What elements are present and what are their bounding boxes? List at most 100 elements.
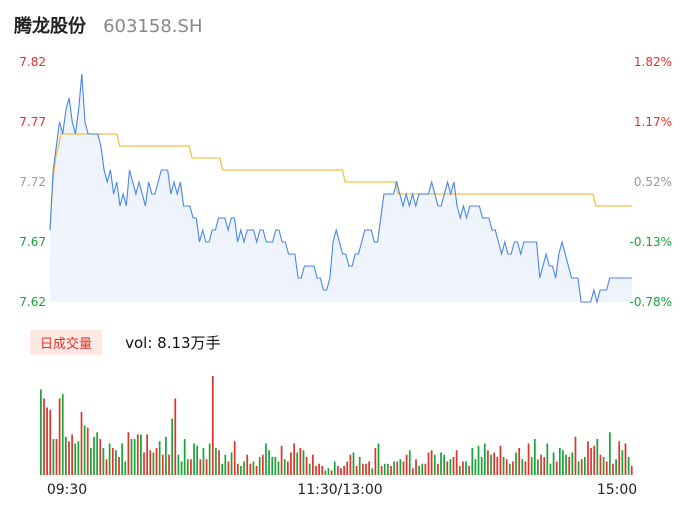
volume-bar (580, 459, 583, 475)
volume-bar (261, 454, 264, 475)
volume-bar (393, 461, 395, 475)
volume-bar (208, 443, 211, 475)
volume-bar (158, 441, 161, 475)
average-price-line (49, 133, 632, 231)
volume-bar (377, 443, 380, 475)
volume-bar (399, 459, 402, 475)
volume-bar (577, 461, 580, 475)
volume-bar (349, 454, 352, 475)
volume-bar (365, 463, 367, 475)
volume-bar (227, 461, 230, 475)
volume-bar (202, 448, 205, 475)
volume-bar (86, 427, 89, 475)
indicator-tag-button[interactable]: 日成交量 (30, 330, 103, 355)
volume-bar (540, 454, 542, 475)
volume-bar (537, 459, 539, 475)
volume-bar (140, 434, 142, 475)
stock-name: 腾龙股份 (14, 16, 86, 37)
volume-bar (302, 450, 305, 475)
volume-bar (437, 463, 439, 475)
x-tick-label: 09:30 (47, 482, 87, 498)
volume-bar (174, 398, 177, 475)
volume-bar (277, 461, 280, 475)
volume-bar (143, 452, 145, 475)
volume-bar (358, 457, 361, 475)
volume-bar (515, 452, 517, 475)
price-area-fill (50, 74, 632, 302)
volume-bar (83, 425, 86, 475)
y-tick-label-right: 0.52% (634, 175, 672, 189)
volume-bar (449, 459, 452, 475)
volume-bar (249, 463, 252, 475)
volume-bar (224, 454, 227, 475)
volume-bar (168, 454, 170, 475)
volume-bar (408, 450, 411, 475)
volume-bar (430, 450, 433, 475)
volume-bar (346, 461, 349, 475)
volume-bar (618, 441, 621, 475)
volume-bar (271, 457, 274, 475)
volume-bar (99, 439, 102, 475)
volume-bar (568, 457, 571, 475)
y-tick-label-right: -0.78% (630, 295, 672, 309)
volume-bar (340, 468, 342, 475)
volume-bar (155, 448, 158, 475)
volume-bar (368, 461, 370, 475)
volume-bar (465, 461, 467, 475)
volume-bar (105, 459, 108, 475)
volume-bar (371, 468, 374, 475)
volume-bar (252, 461, 255, 475)
volume-bar (327, 468, 330, 475)
volume-bar (127, 432, 130, 475)
intraday-price-chart: 7.82 7.77 7.72 7.67 7.62 1.82% 1.17% 0.52% -0.13… (19, 55, 672, 309)
volume-bar (352, 452, 355, 475)
volume-bar (211, 376, 214, 475)
volume-bar (612, 463, 614, 475)
volume-bar (218, 450, 220, 475)
volume-bar (90, 448, 92, 475)
volume-bar (255, 466, 258, 475)
volume-bar (186, 459, 189, 475)
x-tick-label: 15:00 (597, 482, 637, 498)
volume-bar (487, 450, 489, 475)
volume-bar (221, 463, 224, 475)
volume-bar (215, 448, 217, 475)
volume-bar (193, 443, 195, 475)
volume-bar (440, 452, 442, 475)
volume-bar (55, 439, 58, 475)
volume-bar (621, 450, 624, 475)
volume-bar (590, 448, 592, 475)
volume-bar (477, 445, 480, 475)
volume-bar (562, 450, 564, 475)
volume-bar (124, 461, 127, 475)
volume-bar (240, 466, 242, 475)
volume-bar (474, 459, 477, 475)
volume-bar (602, 457, 605, 475)
y-tick-label-left: 7.82 (19, 55, 46, 69)
volume-bar (530, 457, 533, 475)
volume-bar (627, 457, 630, 475)
volume-bar (258, 457, 261, 475)
volume-bar (455, 450, 458, 475)
volume-bar (427, 452, 430, 475)
volume-bar (52, 439, 55, 475)
volume-bar (243, 461, 245, 475)
volume-bar (165, 436, 167, 475)
volume-bar (236, 463, 239, 475)
volume-bar (330, 470, 333, 475)
volume-bar (468, 466, 471, 475)
volume-bar (480, 457, 483, 475)
volume-bar (311, 454, 314, 475)
volume-bar (133, 439, 136, 475)
y-tick-label-right: 1.17% (634, 115, 672, 129)
volume-bar (280, 445, 283, 475)
volume-bar (433, 454, 436, 475)
y-tick-label-left: 7.72 (19, 175, 46, 189)
volume-bar (446, 461, 449, 475)
volume-bar (49, 409, 52, 475)
volume-bar (396, 461, 399, 475)
volume-bar (596, 439, 599, 475)
volume-bar (583, 457, 586, 475)
volume-bar (102, 448, 105, 475)
volume-bar (493, 452, 496, 475)
